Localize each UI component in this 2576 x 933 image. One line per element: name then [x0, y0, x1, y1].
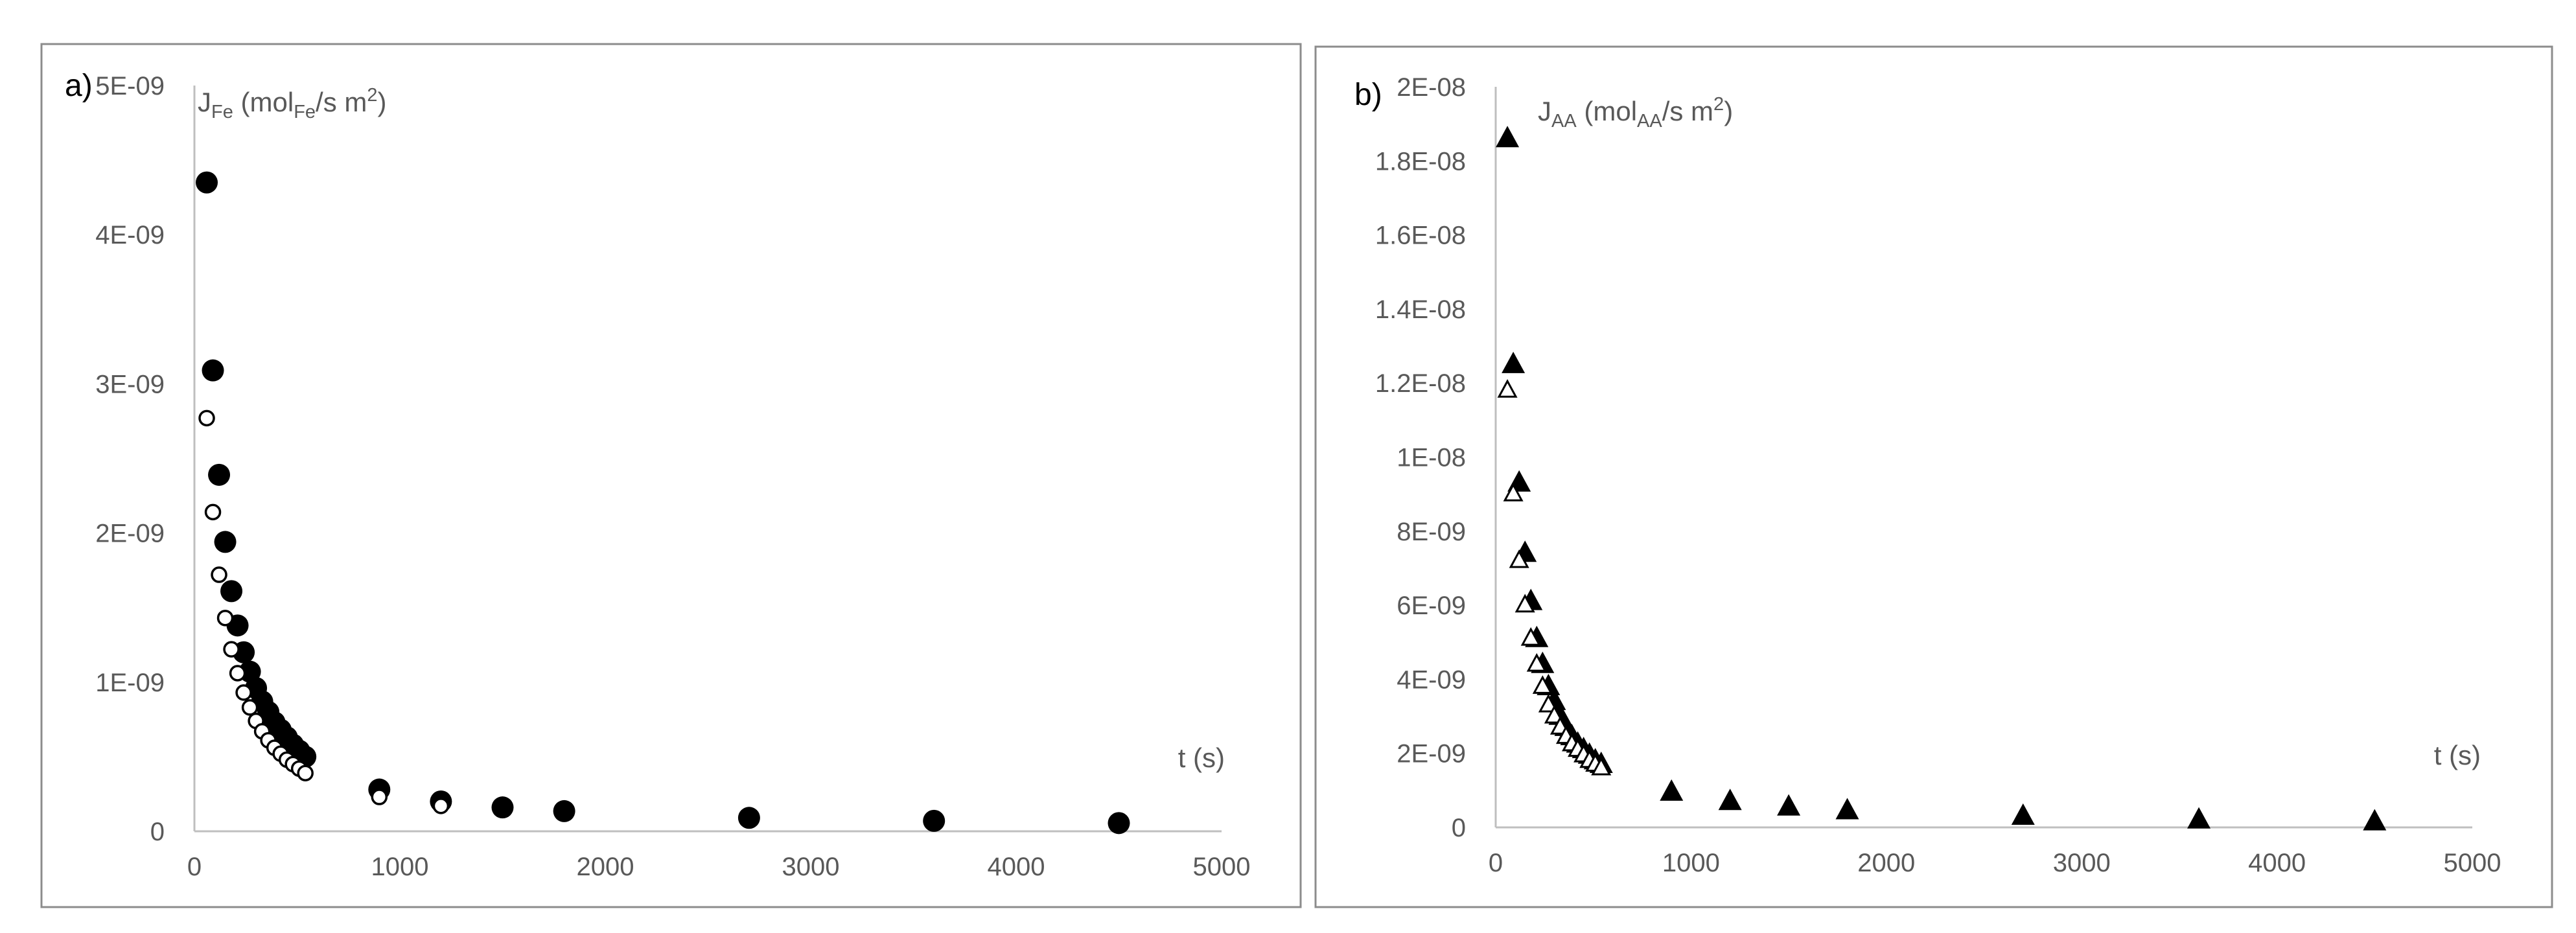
panel-a-point-filled — [196, 171, 218, 194]
panel-a-y-tick-label: 2E-09 — [95, 520, 165, 548]
panel-b-label: b) — [1354, 78, 1382, 112]
panel-b-y-tick-label: 1E-08 — [1397, 444, 1466, 472]
panel-a-point-open — [241, 699, 259, 716]
panel-a-x-tick-label: 2000 — [577, 853, 634, 881]
panel-b-point-filled — [1496, 126, 1520, 148]
panel-a-point-filled — [737, 807, 760, 829]
panel-a-point-open — [371, 789, 388, 805]
panel-b-x-tick-label: 2000 — [1857, 849, 1915, 877]
panel-b-point-open — [1520, 627, 1541, 646]
panel-a-y-tick-label: 0 — [150, 818, 165, 846]
panel-b: b) JAA (molAA/s m2) t (s) 0 1000 2000 3000 4… — [1314, 45, 2553, 908]
panel-b-y-tick-label: 2E-08 — [1397, 73, 1466, 102]
panel-b-point-filled — [1660, 779, 1684, 801]
panel-a-x-tick-label: 4000 — [988, 853, 1045, 881]
panel-b-border — [1314, 45, 2553, 908]
panel-b-point-filled — [2187, 807, 2211, 829]
panel-b-point-open — [1514, 593, 1535, 613]
panel-b-point-filled — [1502, 351, 1526, 373]
panel-b-y-tick-label: 1.4E-08 — [1375, 295, 1466, 324]
panel-a-y-tick-label: 3E-09 — [95, 370, 165, 398]
panel-a-point-open — [198, 409, 215, 427]
panel-b-y-tick-label: 0 — [1452, 814, 1466, 842]
panel-a-xlabel: t (s) — [1178, 743, 1225, 773]
panel-b-xlabel: t (s) — [2434, 740, 2481, 770]
panel-b-point-filled — [2011, 803, 2035, 825]
panel-a-y-tick-label: 1E-09 — [95, 669, 165, 697]
panel-b-y-tick-label: 2E-09 — [1397, 740, 1466, 768]
panel-a-point-open — [216, 610, 234, 627]
panel-a-label: a) — [65, 69, 93, 103]
panel-a-point-open — [297, 765, 314, 781]
panel-b-point-open — [1532, 675, 1553, 694]
panel-b-point-filled — [1777, 794, 1801, 816]
panel-a-point-filled — [202, 359, 224, 382]
panel-a-point-filled — [1108, 812, 1130, 835]
panel-a-point-open — [235, 684, 252, 701]
panel-a-point-open — [229, 665, 246, 682]
panel-a-point-filled — [553, 800, 575, 822]
panel-b-x-tick-label: 3000 — [2053, 849, 2111, 877]
panel-b-point-filled — [1835, 798, 1859, 820]
panel-a-x-tick-label: 0 — [187, 853, 202, 881]
panel-b-point-open — [1526, 652, 1547, 672]
panel-a-axes: 0 1000 2000 3000 4000 5000 0 1E-09 2E-09 3E-09 4E-… — [95, 72, 1250, 881]
panel-b-y-tick-label: 1.6E-08 — [1375, 222, 1466, 250]
panel-b-x-tick-label: 0 — [1489, 849, 1503, 877]
panel-b-point-open — [1591, 757, 1612, 776]
panel-a-point-filled — [923, 809, 946, 832]
panel-b-x-tick-label: 5000 — [2444, 849, 2501, 877]
panel-a-x-tick-label: 1000 — [371, 853, 429, 881]
panel-b-ylabel: JAA (molAA/s m2) — [1538, 94, 1733, 132]
panel-b-point-open — [1538, 693, 1559, 713]
panel-b-x-tick-label: 4000 — [2248, 849, 2306, 877]
panel-a-x-tick-label: 5000 — [1193, 853, 1251, 881]
panel-a-ylabel: JFe (molFe/s m2) — [198, 85, 387, 122]
panel-b-x-tick-label: 1000 — [1662, 849, 1720, 877]
panel-b-y-tick-label: 1.8E-08 — [1375, 147, 1466, 176]
panel-a-y-tick-label: 5E-09 — [95, 72, 165, 100]
panel-a-point-filled — [214, 531, 237, 553]
panel-b-point-open — [1544, 705, 1564, 724]
panel-b-y-tick-label: 8E-09 — [1397, 518, 1466, 546]
panel-a-point-filled — [491, 796, 514, 819]
panel-b-point-filled — [2363, 809, 2387, 831]
panel-a-point-open — [223, 641, 240, 658]
panel-b-marks — [1496, 126, 2387, 831]
panel-b-point-open — [1509, 549, 1529, 568]
panel-b-y-tick-label: 4E-09 — [1397, 665, 1466, 694]
panel-a-y-tick-label: 4E-09 — [95, 221, 165, 249]
panel-b-y-tick-label: 6E-09 — [1397, 592, 1466, 620]
panel-b-axes: 0 1000 2000 3000 4000 5000 0 2E-09 4E-09 6E-09 8E-… — [1375, 73, 2501, 877]
panel-b-point-open — [1503, 483, 1524, 501]
panel-a-point-open — [204, 503, 222, 521]
panel-b-y-tick-label: 1.2E-08 — [1375, 369, 1466, 398]
panel-a-point-filled — [208, 463, 231, 486]
panel-a-x-tick-label: 3000 — [782, 853, 840, 881]
panel-b-point-open — [1497, 379, 1518, 398]
panel-a-border — [40, 43, 1302, 908]
panel-a-marks — [196, 171, 1130, 835]
panel-a-point-filled — [220, 580, 243, 603]
panel-a: a) JFe (molFe/s m2) t (s) 0 1000 2000 3000 4… — [40, 43, 1302, 908]
panel-a-point-open — [211, 566, 227, 583]
panel-a-point-open — [432, 798, 450, 814]
panel-b-point-filled — [1718, 789, 1742, 811]
